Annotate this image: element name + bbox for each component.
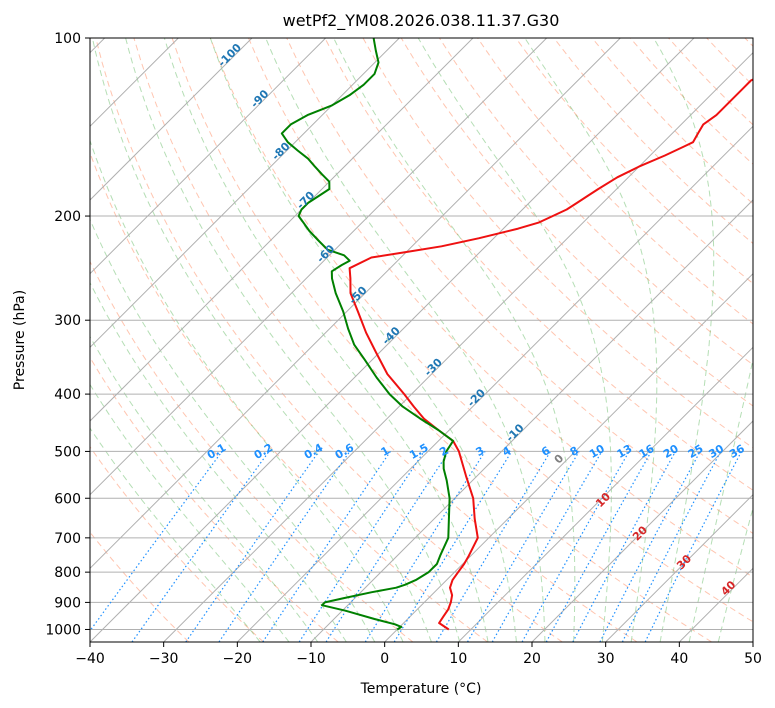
- plot-frame: [89, 37, 754, 643]
- y-tick-label: 900: [54, 595, 81, 611]
- mixing-ratio-line: [185, 451, 320, 642]
- moist-adiabat: [90, 427, 261, 642]
- isotherm-line: [384, 272, 753, 642]
- mixing-ratio-line: [325, 451, 450, 642]
- y-axis-title: Pressure (hPa): [12, 290, 28, 390]
- y-tick-label: 600: [54, 491, 81, 507]
- x-axis: −40 −30 −20 −10 0 10 20 30 40 50: [75, 642, 762, 667]
- dry-adiabat: [248, 38, 753, 578]
- dry-adiabat: [90, 356, 339, 642]
- dry-adiabat: [515, 38, 753, 285]
- isotherm-line: [310, 199, 753, 642]
- x-tick-label: −20: [223, 651, 253, 667]
- dry-adiabat: [324, 38, 753, 491]
- moist-adiabat: [524, 38, 658, 642]
- dry-adiabat: [95, 38, 563, 642]
- x-tick-label: −10: [296, 651, 326, 667]
- dry-adiabat: [209, 38, 753, 623]
- moist-adiabat: [90, 139, 404, 642]
- mixing-ratio-line: [572, 451, 677, 642]
- isotherm-line: [90, 38, 400, 349]
- moist-adiabat: [653, 38, 715, 642]
- temperature-profile: [348, 78, 753, 631]
- mixing-ratio-line: [393, 451, 513, 642]
- moist-adiabat: [163, 38, 489, 642]
- isotherm-line: [236, 125, 753, 642]
- moist-adiabat: [688, 356, 753, 642]
- y-tick-label: 300: [54, 313, 81, 329]
- isotherm-line: [163, 51, 753, 642]
- dry-adiabat: [90, 445, 264, 642]
- mixing-ratio-line: [131, 451, 270, 642]
- mixing-ratio-line: [545, 451, 652, 642]
- x-tick-label: 40: [670, 651, 688, 667]
- moist-adiabat: [265, 38, 546, 642]
- isotherm-line: [90, 38, 327, 275]
- dry-adiabat: [133, 38, 638, 642]
- isotherm-line: [605, 493, 753, 642]
- chart-title: wetPf2_YM08.2026.038.11.37.G30: [283, 11, 560, 31]
- y-tick-label: 500: [54, 444, 81, 460]
- x-tick-label: 50: [744, 651, 762, 667]
- dry-adiabat: [171, 38, 712, 642]
- isotherm-line: [531, 420, 753, 642]
- isotherm-line: [90, 38, 474, 422]
- y-axis: 100 200 300 400 500 600 700 800 900 1000: [45, 31, 90, 638]
- x-tick-label: −30: [149, 651, 179, 667]
- y-tick-label: 400: [54, 387, 81, 403]
- mixing-ratio-line: [218, 451, 351, 642]
- moist-adiabat: [90, 218, 376, 642]
- mixing-ratio-line: [644, 451, 743, 642]
- moist-adiabat: [717, 506, 753, 642]
- mixing-ratio-line: [298, 451, 425, 642]
- x-tick-label: 30: [597, 651, 615, 667]
- y-tick-label: 100: [54, 31, 81, 47]
- dry-adiabat: [286, 38, 753, 535]
- x-axis-title: Temperature (°C): [360, 681, 482, 697]
- mixing-ratio-line: [262, 451, 391, 642]
- moist-adiabat: [417, 38, 612, 642]
- dewpoint-profile: [280, 38, 455, 631]
- mixing-ratio-line: [521, 451, 630, 642]
- moist-adiabat: [91, 38, 432, 642]
- x-tick-label: 0: [380, 651, 389, 667]
- x-tick-label: 10: [449, 651, 467, 667]
- isotherm-line: [457, 346, 753, 642]
- background-lines: [90, 38, 753, 642]
- mixing-ratio-line: [90, 451, 223, 632]
- x-tick-label: 20: [523, 651, 541, 667]
- moist-adiabat: [125, 38, 461, 642]
- isotherm-line: [90, 38, 621, 570]
- y-tick-label: 1000: [45, 622, 81, 638]
- y-tick-label: 200: [54, 209, 81, 225]
- isotherm-line: [90, 38, 548, 496]
- isotherm-line: [90, 38, 695, 642]
- dry-adiabat: [90, 260, 414, 642]
- y-tick-label: 800: [54, 565, 81, 581]
- moist-adiabat: [209, 38, 517, 642]
- isotherm-line: [90, 38, 253, 201]
- profile-lines: [280, 38, 753, 631]
- y-tick-label: 700: [54, 531, 81, 547]
- x-tick-label: −40: [75, 651, 105, 667]
- mixing-ratio-line: [621, 451, 722, 642]
